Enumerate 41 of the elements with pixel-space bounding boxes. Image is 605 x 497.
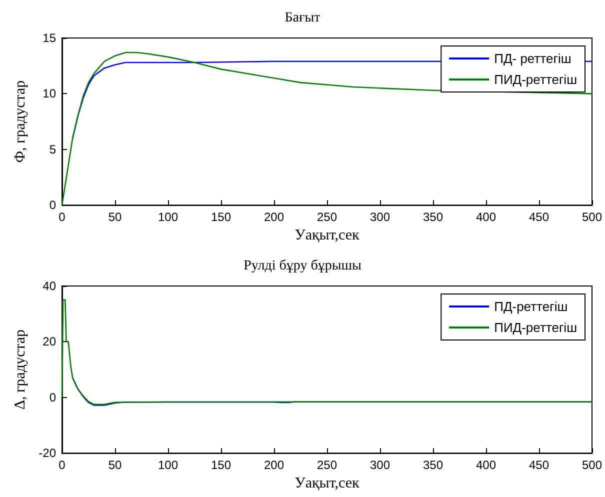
x-tick-label: 350: [422, 210, 444, 224]
x-tick-label: 200: [264, 210, 284, 224]
chart-title: Бағыт: [284, 10, 320, 26]
x-tick-label: 0: [58, 458, 66, 472]
y-tick-label: 0: [49, 390, 56, 404]
y-axis-title: Δ, градустар: [12, 329, 28, 410]
x-tick-label: 250: [316, 210, 338, 224]
chart-title: Рулді бұру бұрышы: [244, 258, 362, 274]
y-tick-label: 40: [42, 279, 56, 293]
x-tick-label: 100: [158, 458, 178, 472]
y-tick-label: 10: [42, 86, 56, 101]
x-tick-label: 300: [370, 210, 390, 224]
x-tick-label: 200: [264, 458, 284, 472]
x-tick-label: 50: [108, 458, 122, 472]
x-tick-label: 150: [210, 210, 232, 224]
x-tick-label: 300: [370, 458, 390, 472]
line-series: [61, 299, 593, 406]
x-tick-label: 0: [58, 210, 66, 224]
x-tick-label: 500: [582, 210, 602, 224]
y-axis-title: Ф, градустар: [12, 80, 28, 163]
legend-label: ПИД-реттегіш: [494, 72, 578, 87]
y-tick-label: 5: [49, 142, 56, 156]
x-tick-label: 400: [476, 210, 496, 224]
x-tick-label: 450: [528, 458, 550, 472]
x-tick-label: 500: [582, 458, 602, 472]
x-axis-title: Уақыт,сек: [294, 476, 360, 492]
y-tick-label: 20: [42, 334, 56, 349]
x-tick-label: 250: [316, 458, 338, 472]
y-tick-label: 15: [42, 31, 56, 45]
legend-label: ПД-реттегіш: [494, 299, 568, 314]
y-tick-label: -20: [38, 446, 56, 460]
x-tick-label: 100: [158, 210, 178, 224]
x-tick-label: 350: [422, 458, 444, 472]
x-axis-title: Уақыт,сек: [294, 228, 360, 244]
x-tick-label: 150: [210, 458, 232, 472]
legend-label: ПИД-реттегіш: [494, 320, 578, 335]
y-tick-label: 0: [49, 198, 56, 212]
x-tick-label: 50: [108, 210, 122, 224]
x-tick-label: 400: [476, 458, 496, 472]
x-tick-label: 450: [528, 210, 550, 224]
legend-label: ПД- реттегіш: [494, 51, 572, 66]
